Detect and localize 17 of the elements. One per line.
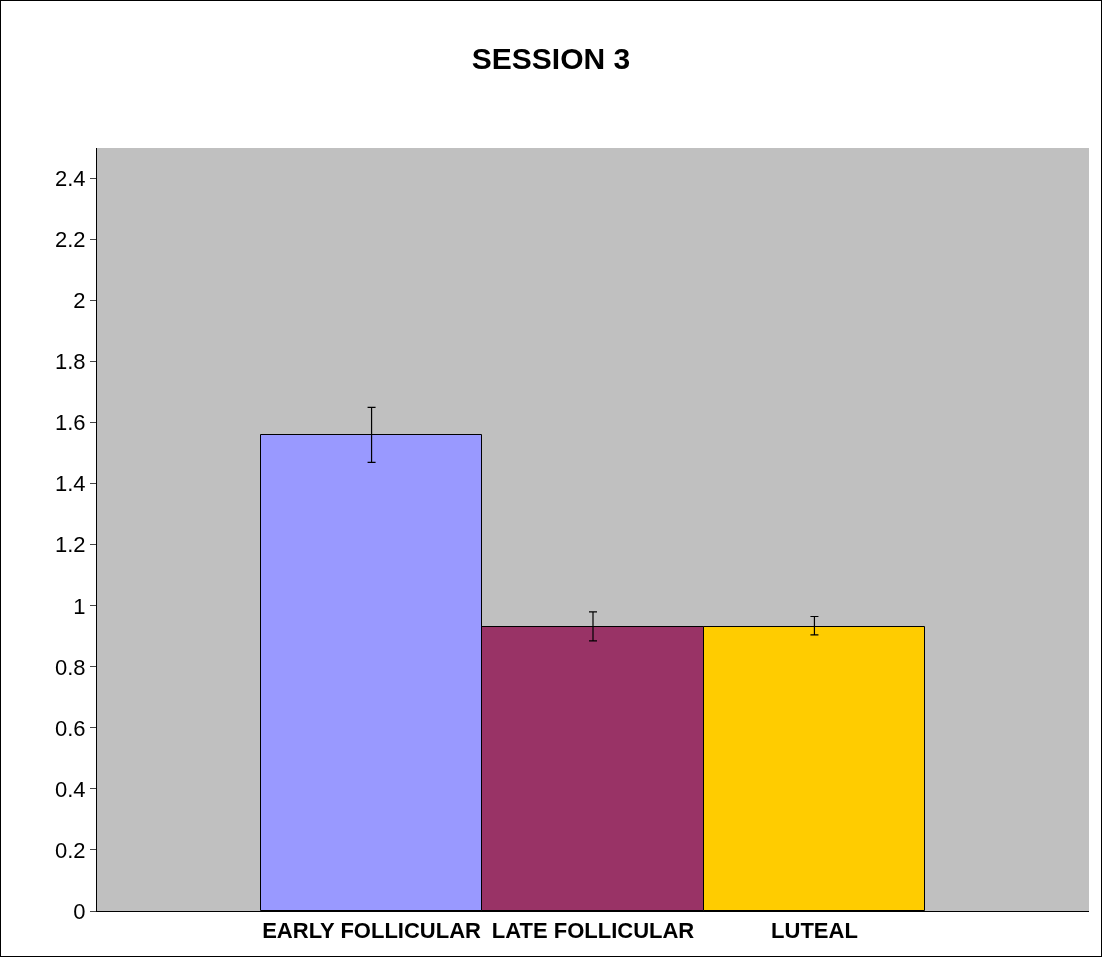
x-tick-label: LATE FOLLICULAR bbox=[491, 918, 695, 944]
y-tick-label: 1.2 bbox=[55, 532, 86, 558]
y-tick-label: 0.2 bbox=[55, 837, 86, 863]
y-tick-label: 1.4 bbox=[55, 471, 86, 497]
y-tick-label: 1.8 bbox=[55, 349, 86, 375]
y-tick-label: 2.2 bbox=[55, 227, 86, 253]
y-tick-label: 0 bbox=[73, 898, 86, 924]
y-tick-label: 1 bbox=[73, 593, 86, 619]
x-tick-label: EARLY FOLLICULAR bbox=[262, 918, 482, 944]
chart-title: SESSION 3 bbox=[471, 41, 631, 75]
y-tick-label: 0.4 bbox=[55, 776, 86, 802]
y-tick-label: 0.6 bbox=[55, 715, 86, 741]
x-tick-label: LUTEAL bbox=[771, 918, 858, 944]
y-tick-label: 0.8 bbox=[55, 654, 86, 680]
y-tick-label: 2 bbox=[73, 288, 86, 314]
y-tick-label: 2.4 bbox=[55, 166, 86, 192]
y-tick-label: 1.6 bbox=[55, 410, 86, 436]
